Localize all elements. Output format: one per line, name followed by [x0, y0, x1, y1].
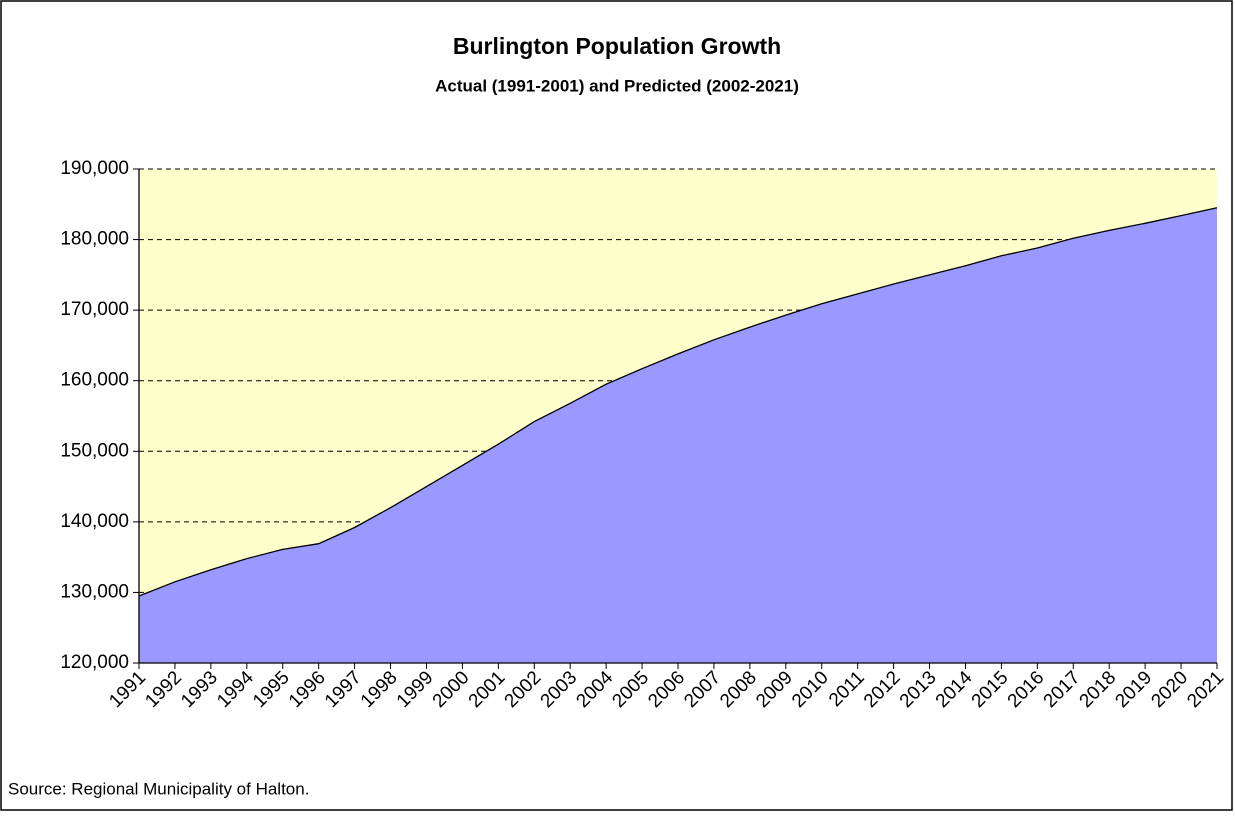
chart-title: Burlington Population Growth — [453, 33, 781, 59]
y-tick-label: 170,000 — [60, 299, 129, 320]
source-note: Source: Regional Municipality of Halton. — [8, 779, 309, 798]
y-tick-label: 160,000 — [60, 370, 129, 391]
area-line — [138, 207, 1218, 597]
y-tick-label: 130,000 — [60, 581, 129, 602]
y-tick-label: 120,000 — [60, 652, 129, 673]
y-tick-label: 140,000 — [60, 511, 129, 532]
chart-subtitle: Actual (1991-2001) and Predicted (2002-2… — [435, 76, 799, 95]
area-fill — [139, 207, 1217, 664]
y-tick-label: 180,000 — [60, 229, 129, 250]
y-tick-label: 150,000 — [60, 440, 129, 461]
y-tick-label: 190,000 — [60, 158, 129, 179]
